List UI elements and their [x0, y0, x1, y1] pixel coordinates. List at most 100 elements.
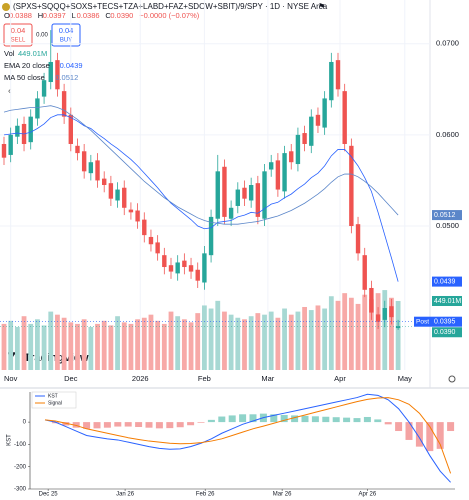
volume-bar	[315, 305, 321, 370]
candle-body	[108, 183, 114, 199]
volume-bar	[188, 322, 194, 370]
candle-body	[75, 145, 80, 154]
histogram-bar	[322, 416, 330, 423]
y-tick-label: 0	[23, 420, 27, 426]
x-tick-label: Jan 26	[116, 492, 135, 498]
histogram-bar	[114, 422, 122, 427]
y-tick-label: 0.0600	[436, 130, 459, 139]
histogram-bar	[301, 415, 309, 423]
volume-bar	[208, 308, 214, 370]
symbol-icon	[2, 3, 10, 11]
candle-body	[375, 314, 381, 322]
x-tick-label: May	[398, 374, 412, 383]
ma-legend-name: EMA 20 close	[4, 61, 50, 70]
ma-badge: 0.0512	[434, 212, 456, 219]
volume-bar	[48, 311, 54, 370]
volume-bar	[14, 326, 20, 370]
volume-bar	[389, 297, 394, 370]
candle-body	[208, 216, 214, 256]
candle-body	[162, 255, 167, 268]
candle-body	[322, 98, 327, 128]
volume-bar	[262, 314, 267, 370]
histogram-bar	[103, 422, 111, 428]
histogram-bar	[415, 422, 423, 447]
candle-body	[349, 145, 354, 227]
volume-bar	[161, 323, 167, 370]
post-badge: 0.0395	[434, 319, 456, 326]
volume-bar	[101, 320, 107, 370]
volume-bar	[222, 311, 227, 370]
y-tick-label: 0.0500	[436, 221, 459, 230]
sell-label[interactable]: SELL	[11, 38, 26, 44]
candle-body	[295, 134, 301, 165]
candle-body	[95, 160, 100, 181]
volume-bar	[342, 293, 348, 370]
candle-body	[309, 116, 314, 146]
volume-bar	[242, 319, 247, 370]
change: −0.0000 (−0.07%)	[139, 11, 200, 20]
volume-bar	[88, 326, 94, 370]
volume-bar	[175, 316, 181, 370]
spread: 0.00	[36, 33, 48, 39]
candle-body	[142, 219, 147, 236]
ohlc-key: C	[105, 11, 111, 20]
x-tick-label: Feb	[198, 374, 211, 383]
candle-body	[329, 61, 334, 101]
symbol-title: (SPXS+SQQQ+SOXS+TECS+TZA+LABD+FAZ+SDOW+S…	[13, 2, 328, 11]
candle-body	[55, 60, 60, 90]
candle-body	[382, 308, 387, 320]
ma-badge-bg	[432, 276, 462, 287]
candle-body	[175, 262, 180, 274]
sell-button[interactable]: 0.04 SELL	[3, 23, 33, 47]
candle-body	[61, 91, 67, 117]
buy-price[interactable]: 0.04	[59, 26, 74, 35]
candle-body	[88, 162, 94, 174]
y-tick-label: -100	[14, 442, 27, 448]
candle-body	[135, 210, 140, 222]
volume-badge: 449.01M	[434, 298, 461, 305]
candle-body	[335, 60, 341, 90]
ohlc-value: 0.0390	[110, 11, 133, 20]
volume-bar	[322, 308, 328, 370]
histogram-bar	[280, 414, 288, 423]
candle-body	[242, 187, 247, 199]
candle-body	[369, 287, 374, 313]
flag-icon[interactable]: ⚑	[318, 2, 325, 11]
candle-body	[289, 151, 294, 163]
buy-button[interactable]: 0.04 BUY	[51, 23, 81, 47]
histogram-bar	[83, 422, 91, 429]
volume-bar	[268, 311, 274, 370]
candle-body	[315, 114, 321, 126]
buy-label[interactable]: BUY	[60, 38, 72, 44]
x-tick-label: Nov	[4, 374, 18, 383]
histogram-bar	[218, 416, 226, 423]
histogram-bar	[197, 422, 205, 423]
volume-bar	[61, 317, 67, 370]
x-tick-label: Mar	[261, 374, 274, 383]
candle-body	[15, 125, 20, 137]
histogram-bar	[395, 422, 403, 432]
volume-bar	[135, 319, 140, 370]
candle-body	[215, 171, 220, 219]
volume-bar	[362, 294, 368, 370]
volume-bar	[355, 303, 361, 370]
histogram-bar	[135, 422, 143, 428]
volume-bar	[308, 310, 314, 370]
candle-body	[195, 269, 200, 281]
ohlc-value: 0.0397	[43, 11, 66, 20]
kst-line	[44, 397, 452, 474]
ma-badge: 0.0439	[434, 278, 456, 285]
collapse-arrow[interactable]: ‹	[8, 85, 11, 95]
volume-bar	[369, 299, 374, 370]
candle-body	[342, 91, 347, 144]
candle-body	[228, 207, 234, 219]
sell-price[interactable]: 0.04	[11, 26, 26, 35]
buy-box[interactable]	[51, 23, 81, 47]
candle-body	[41, 80, 47, 97]
histogram-bar	[291, 415, 299, 423]
last-badge-bg	[432, 327, 462, 338]
settings-icon[interactable]	[448, 375, 456, 383]
histogram-bar	[249, 414, 257, 423]
volume-bar	[168, 311, 174, 370]
histogram-bar	[436, 422, 444, 449]
